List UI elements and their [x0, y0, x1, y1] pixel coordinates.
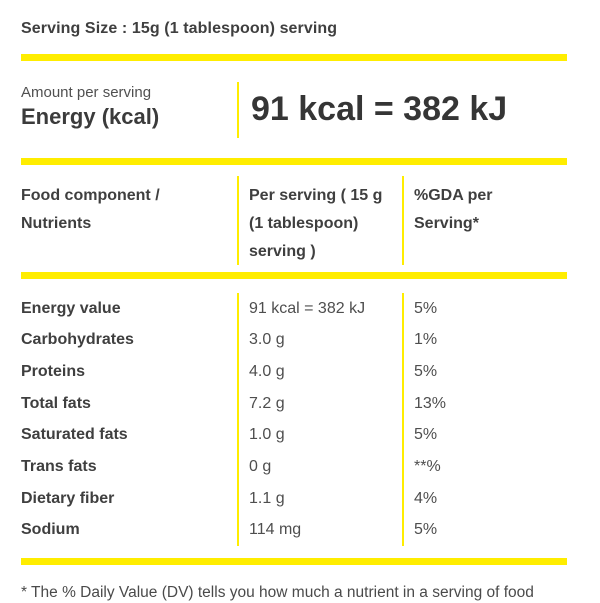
table-row: Carbohydrates 3.0 g 1% — [21, 324, 567, 357]
row-name: Saturated fats — [21, 426, 128, 444]
row-gda-value: 5% — [402, 419, 567, 452]
table-row: Total fats 7.2 g 13% — [21, 387, 567, 420]
row-gda-value: 1% — [402, 324, 567, 357]
row-name: Dietary fiber — [21, 489, 115, 507]
divider-bar-bottom — [21, 558, 567, 565]
row-name: Carbohydrates — [21, 331, 134, 349]
divider-bar-top — [21, 54, 567, 61]
table-row: Proteins 4.0 g 5% — [21, 356, 567, 388]
row-name: Total fats — [21, 394, 91, 412]
energy-summary-section: Amount per serving Energy (kcal) 91 kcal… — [21, 75, 567, 145]
energy-summary-labels: Amount per serving Energy (kcal) — [21, 75, 237, 145]
table-body: Energy value 91 kcal = 382 kJ 5% Carbohy… — [21, 293, 567, 546]
row-per-serving-value: 3.0 g — [237, 324, 402, 357]
energy-kcal-label: Energy (kcal) — [21, 104, 160, 129]
header-col-gda: %GDA per Serving* — [402, 176, 567, 265]
row-name: Trans fats — [21, 457, 97, 475]
row-gda-value: 5% — [402, 293, 567, 325]
row-gda-value: **% — [402, 451, 567, 483]
header-col-food-component: Food component / Nutrients — [21, 187, 160, 232]
divider-bar-energy-bottom — [21, 158, 567, 165]
table-header: Food component / Nutrients Per serving (… — [21, 176, 567, 265]
row-name: Energy value — [21, 299, 121, 317]
row-per-serving-value: 0 g — [237, 451, 402, 483]
header-col-per-serving: Per serving ( 15 g (1 tablespoon) servin… — [237, 176, 402, 265]
footnote-text: * The % Daily Value (DV) tells you how m… — [21, 584, 534, 601]
row-per-serving-value: 1.0 g — [237, 419, 402, 452]
table-row: Dietary fiber 1.1 g 4% — [21, 482, 567, 515]
table-row: Trans fats 0 g **% — [21, 451, 567, 483]
amount-per-serving-label: Amount per serving — [21, 84, 152, 101]
energy-vertical-divider — [237, 82, 239, 138]
row-per-serving-value: 1.1 g — [237, 482, 402, 515]
row-gda-value: 13% — [402, 387, 567, 420]
row-gda-value: 5% — [402, 514, 567, 546]
table-row: Saturated fats 1.0 g 5% — [21, 419, 567, 452]
table-row: Energy value 91 kcal = 382 kJ 5% — [21, 293, 567, 325]
row-per-serving-value: 114 mg — [237, 514, 402, 546]
divider-bar-header-bottom — [21, 272, 567, 279]
row-gda-value: 4% — [402, 482, 567, 515]
row-gda-value: 5% — [402, 356, 567, 388]
row-name: Proteins — [21, 363, 86, 381]
table-row: Sodium 114 mg 5% — [21, 514, 567, 546]
row-per-serving-value: 91 kcal = 382 kJ — [237, 293, 402, 325]
energy-value-text: 91 kcal = 382 kJ — [251, 90, 508, 128]
serving-size-text: Serving Size : 15g (1 tablespoon) servin… — [21, 20, 338, 37]
row-per-serving-value: 4.0 g — [237, 356, 402, 388]
row-per-serving-value: 7.2 g — [237, 387, 402, 420]
row-name: Sodium — [21, 521, 80, 539]
